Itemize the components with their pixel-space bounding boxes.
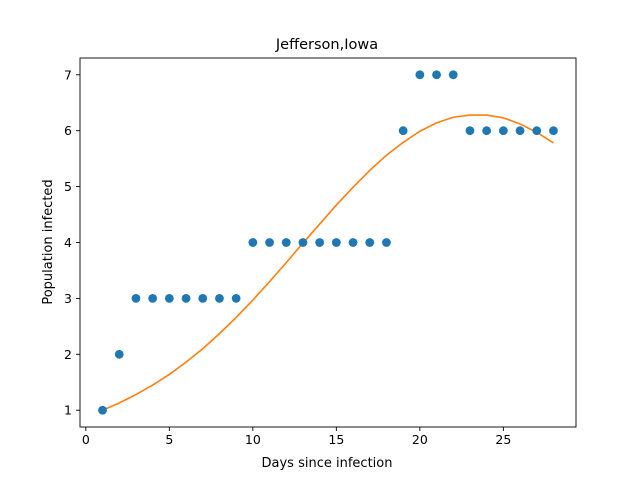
- axes: 0 5 10 15 20 25 1 2 3 4 5 6 7: [64, 57, 577, 447]
- y-tick-label: 5: [64, 179, 72, 194]
- y-axis-label: Population infected: [41, 179, 56, 304]
- data-point: [482, 126, 492, 136]
- data-point: [98, 405, 107, 415]
- data-point: [131, 294, 141, 303]
- data-point: [248, 238, 258, 247]
- chart-title: Jefferson,Iowa: [275, 37, 378, 53]
- x-tick-label: 20: [412, 432, 428, 447]
- data-point: [465, 126, 475, 136]
- y-tick-label: 4: [64, 235, 72, 250]
- data-point: [415, 70, 425, 80]
- data-point: [181, 294, 191, 303]
- x-tick-label: 5: [165, 432, 173, 447]
- data-point: [198, 294, 208, 303]
- data-point: [231, 294, 241, 303]
- y-tick-label: 7: [64, 67, 72, 82]
- data-point: [498, 126, 508, 136]
- y-tick-label: 3: [64, 291, 72, 306]
- y-tick-label: 1: [64, 403, 72, 418]
- data-point: [215, 294, 224, 303]
- x-tick-label: 10: [245, 432, 261, 447]
- y-tick-label: 6: [64, 123, 72, 138]
- data-point: [549, 126, 558, 136]
- x-tick-label: 15: [328, 432, 344, 447]
- data-point: [298, 238, 308, 247]
- data-point: [164, 294, 174, 303]
- x-tick-label: 0: [82, 432, 90, 447]
- x-axis-label: Days since infection: [262, 456, 393, 471]
- data-point: [348, 238, 358, 247]
- data-point: [515, 126, 525, 136]
- data-point: [432, 70, 441, 80]
- data-point: [315, 238, 325, 247]
- data-point: [382, 238, 391, 247]
- data-point: [532, 126, 542, 136]
- data-point: [448, 70, 458, 80]
- data-point: [148, 294, 158, 303]
- data-point: [281, 238, 291, 247]
- data-point: [265, 238, 274, 247]
- y-tick-label: 2: [64, 347, 72, 362]
- plot-area: [98, 70, 558, 415]
- fit-line: [102, 114, 554, 411]
- data-point: [331, 238, 341, 247]
- data-point: [365, 238, 375, 247]
- x-tick-label: 25: [495, 432, 511, 447]
- data-point: [114, 349, 124, 359]
- data-point: [398, 126, 408, 136]
